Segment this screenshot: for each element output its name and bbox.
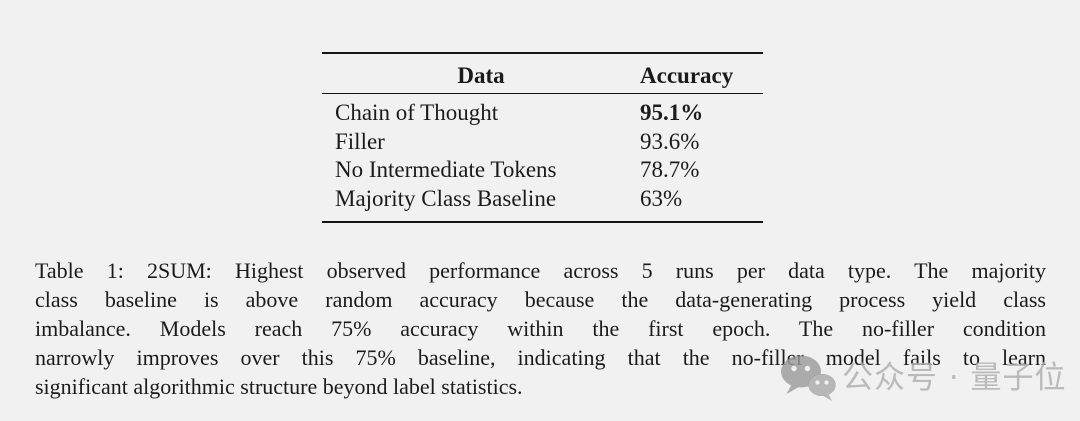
- cell-data: No Intermediate Tokens: [335, 157, 557, 182]
- table-row: Chain of Thought 95.1%: [322, 99, 763, 128]
- results-table: Data Accuracy Chain of Thought 95.1% Fil…: [322, 52, 763, 223]
- caption-line: class baseline is above random accuracy …: [35, 287, 1046, 312]
- table-header-row: Data Accuracy: [322, 54, 763, 94]
- cell-accuracy: 93.6%: [640, 128, 700, 154]
- table-row: No Intermediate Tokens 78.7%: [322, 156, 763, 185]
- table-header-accuracy: Accuracy: [640, 63, 734, 88]
- caption-line: significant algorithmic structure beyond…: [35, 374, 523, 399]
- caption-line: Table 1: 2SUM: Highest observed performa…: [35, 258, 1046, 283]
- caption-line: narrowly improves over this 75% baseline…: [35, 345, 1046, 370]
- cell-data: Filler: [335, 128, 385, 154]
- table-caption: Table 1: 2SUM: Highest observed performa…: [35, 256, 1046, 401]
- cell-accuracy: 95.1%: [640, 100, 704, 125]
- cell-data: Chain of Thought: [335, 100, 499, 125]
- table-row: Majority Class Baseline 63%: [322, 185, 763, 214]
- cell-accuracy: 78.7%: [640, 157, 700, 182]
- cell-data: Majority Class Baseline: [335, 185, 557, 211]
- cell-accuracy: 63%: [640, 185, 683, 211]
- caption-line: imbalance. Models reach 75% accuracy wit…: [35, 316, 1046, 341]
- table-header-data: Data: [457, 63, 505, 88]
- table-row: Filler 93.6%: [322, 128, 763, 157]
- table-body: Chain of Thought 95.1% Filler 93.6% No I…: [322, 94, 763, 221]
